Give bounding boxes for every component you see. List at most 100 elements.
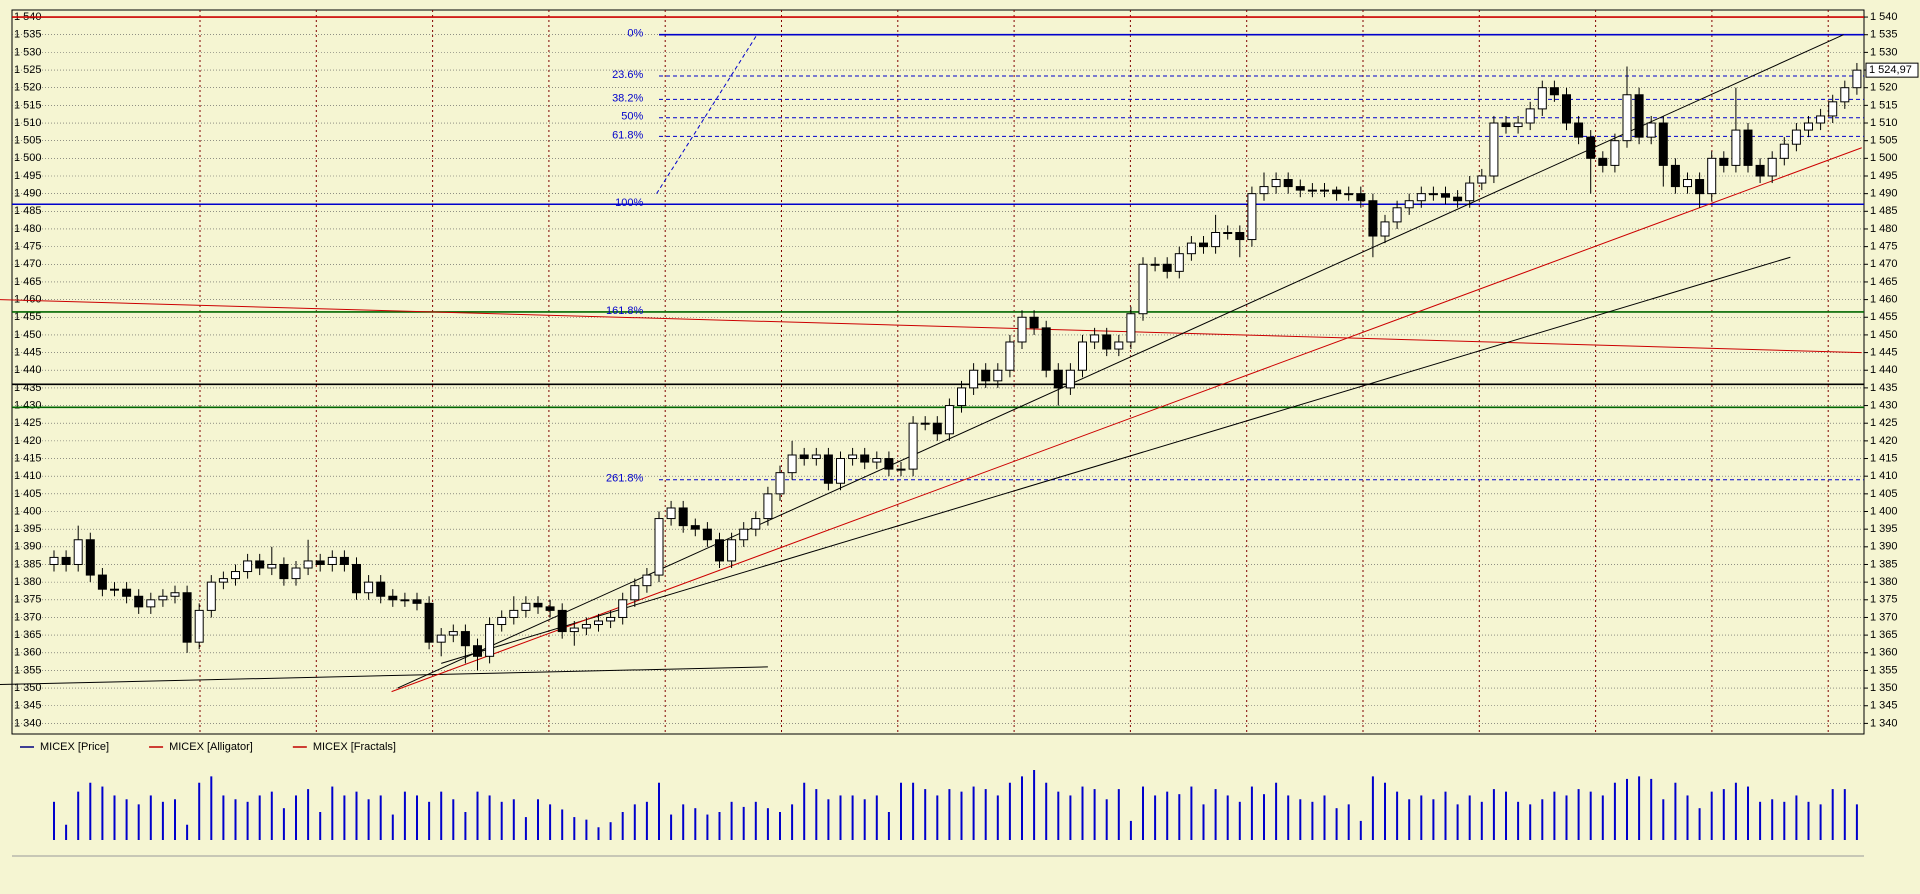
y-tick-label-right: 1 530 <box>1870 46 1898 58</box>
candle-body <box>1453 196 1463 202</box>
y-tick-label: 1 440 <box>14 364 42 376</box>
last-price-box <box>1865 62 1919 78</box>
candle-body <box>1295 186 1305 191</box>
last-price-label: 1 524,97 <box>1869 64 1912 76</box>
candle-body <box>206 581 216 611</box>
candle-body <box>436 634 446 643</box>
candle-body <box>1344 193 1354 196</box>
y-tick-label-right: 1 540 <box>1870 11 1898 23</box>
y-tick-label: 1 485 <box>14 205 42 217</box>
candle-body <box>594 620 603 626</box>
candle-body <box>715 539 724 562</box>
candle-body <box>339 556 349 565</box>
candle-body <box>1695 179 1705 195</box>
fib-label: 261.8% <box>606 473 644 485</box>
candle-body <box>1247 193 1257 241</box>
candle-body <box>509 609 519 618</box>
candle-body <box>1670 164 1680 188</box>
candle-body <box>860 454 870 463</box>
legend-label: MICEX [Alligator] <box>169 741 253 753</box>
candle-body <box>1634 94 1644 138</box>
candle-body <box>1102 334 1112 350</box>
candle-body <box>1065 369 1075 389</box>
candle-body <box>1586 136 1596 159</box>
y-tick-label: 1 360 <box>14 647 42 659</box>
candle-body <box>739 528 749 541</box>
candle-body <box>1791 129 1801 145</box>
candle-body <box>303 560 313 569</box>
candle-body <box>424 602 434 643</box>
candle-body <box>1525 108 1535 124</box>
candle-body <box>957 387 966 407</box>
candle-body <box>1283 179 1293 188</box>
y-tick-label: 1 425 <box>14 417 42 429</box>
candle-body <box>1320 189 1329 192</box>
y-tick-label-right: 1 375 <box>1870 594 1898 606</box>
y-tick-label-right: 1 440 <box>1870 364 1898 376</box>
y-tick-label-right: 1 355 <box>1870 664 1898 676</box>
y-tick-label-right: 1 365 <box>1870 629 1898 641</box>
y-tick-label: 1 470 <box>14 258 42 270</box>
candle-body <box>97 574 107 590</box>
y-tick-label: 1 380 <box>14 576 42 588</box>
candle-body <box>1138 263 1148 315</box>
candle-body <box>533 602 543 608</box>
y-tick-label: 1 465 <box>14 276 42 288</box>
y-tick-label-right: 1 515 <box>1870 99 1898 111</box>
candle-body <box>1828 101 1838 117</box>
candle-body <box>327 556 337 565</box>
y-tick-label: 1 385 <box>14 558 42 570</box>
candle-body <box>1041 327 1051 371</box>
plot-frame <box>11 9 1865 735</box>
candle-body <box>1719 157 1729 166</box>
candle-body <box>1537 87 1547 110</box>
trend-line <box>0 299 1862 354</box>
y-tick-label-right: 1 465 <box>1870 276 1898 288</box>
candle-body <box>182 592 192 643</box>
y-tick-label: 1 390 <box>14 541 42 553</box>
candle-body <box>1707 157 1717 195</box>
y-tick-label-right: 1 510 <box>1870 117 1898 129</box>
candle-body <box>1562 94 1571 124</box>
candle-body <box>400 599 410 602</box>
candle-body <box>1574 122 1584 138</box>
candle-body <box>267 563 277 569</box>
candle-body <box>1501 122 1511 128</box>
candle-body <box>1090 334 1100 343</box>
legend-label: MICEX [Price] <box>40 741 109 753</box>
candle-body <box>194 609 204 643</box>
y-tick-label-right: 1 435 <box>1870 382 1898 394</box>
candle-body <box>823 454 833 484</box>
fib-label: 61.8% <box>612 129 643 141</box>
candle-body <box>557 609 567 633</box>
candle-body <box>1598 157 1608 166</box>
y-tick-label-right: 1 405 <box>1870 488 1898 500</box>
y-tick-label-right: 1 450 <box>1870 329 1898 341</box>
y-tick-label-right: 1 380 <box>1870 576 1898 588</box>
y-tick-label: 1 415 <box>14 452 42 464</box>
candle-body <box>727 539 737 562</box>
candle-body <box>1307 189 1317 192</box>
y-tick-label-right: 1 395 <box>1870 523 1898 535</box>
candle-body <box>545 606 555 611</box>
candle-body <box>1743 129 1753 166</box>
y-tick-label-right: 1 475 <box>1870 241 1898 253</box>
y-tick-label: 1 345 <box>14 700 42 712</box>
candle-body <box>1840 87 1850 103</box>
y-tick-label: 1 400 <box>14 505 42 517</box>
y-tick-label-right: 1 390 <box>1870 541 1898 553</box>
candle-body <box>1683 179 1692 188</box>
candle-body <box>702 528 712 541</box>
candle-body <box>1767 157 1777 177</box>
y-tick-label: 1 520 <box>14 82 42 94</box>
candle-body <box>1017 316 1027 343</box>
candle-body <box>1416 193 1426 202</box>
y-tick-label: 1 460 <box>14 294 42 306</box>
candle-body <box>364 581 374 594</box>
y-tick-label: 1 475 <box>14 241 42 253</box>
candle-body <box>243 560 253 573</box>
candle-body <box>642 574 652 587</box>
candle-body <box>944 405 954 435</box>
candle-body <box>448 631 458 636</box>
fib-label: 0% <box>627 28 643 40</box>
